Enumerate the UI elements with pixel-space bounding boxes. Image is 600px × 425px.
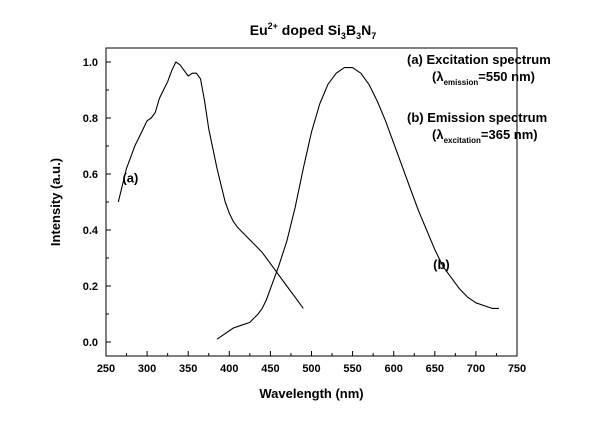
chart-title: Eu2+ doped Si3B3N7	[250, 21, 376, 41]
curve-labels: (a) (b)	[122, 170, 449, 272]
annotation-line-4: (λexcitation=365 nm)	[432, 127, 538, 145]
curve-label-b: (b)	[433, 257, 450, 272]
series-lines	[117, 61, 499, 340]
y-tick-label: 0.2	[83, 281, 98, 293]
x-tick-label: 400	[220, 363, 238, 375]
x-axis-title: Wavelength (nm)	[259, 386, 363, 401]
x-tick-label: 700	[467, 363, 485, 375]
spectrum-annotations: (a) Excitation spectrum (λemission=550 nm…	[407, 52, 551, 145]
annotation-line-3: (b) Emission spectrum	[407, 110, 547, 125]
y-axis-title: Intensity (a.u.)	[48, 158, 63, 246]
y-tick-label: 0.0	[83, 337, 98, 349]
plot-frame	[105, 47, 518, 357]
curve-label-a: (a)	[122, 170, 138, 185]
chart-title-text: Eu2+ doped Si3B3N7	[250, 21, 376, 41]
x-tick-label: 600	[385, 363, 403, 375]
x-axis-ticks: 250 300 350 400 450 500 550 600 650 700 750	[97, 351, 526, 375]
annotation-line-2: (λemission=550 nm)	[432, 69, 535, 87]
y-tick-label: 0.8	[83, 113, 98, 125]
x-tick-label: 350	[179, 363, 197, 375]
y-tick-label: 1.0	[83, 57, 98, 69]
series-line-a	[117, 61, 304, 309]
x-tick-label: 450	[261, 363, 279, 375]
annotation-line-1: (a) Excitation spectrum	[407, 52, 551, 67]
y-tick-label: 0.4	[83, 225, 99, 237]
x-tick-label: 300	[138, 363, 156, 375]
series-line-b	[216, 67, 499, 340]
x-tick-label: 750	[508, 363, 526, 375]
x-tick-label: 650	[426, 363, 444, 375]
x-tick-label: 500	[302, 363, 320, 375]
y-tick-label: 0.6	[83, 169, 98, 181]
y-axis-ticks: 0.0 0.2 0.4 0.6 0.8 1.0	[83, 57, 111, 349]
x-tick-label: 250	[97, 363, 115, 375]
x-tick-label: 550	[343, 363, 361, 375]
